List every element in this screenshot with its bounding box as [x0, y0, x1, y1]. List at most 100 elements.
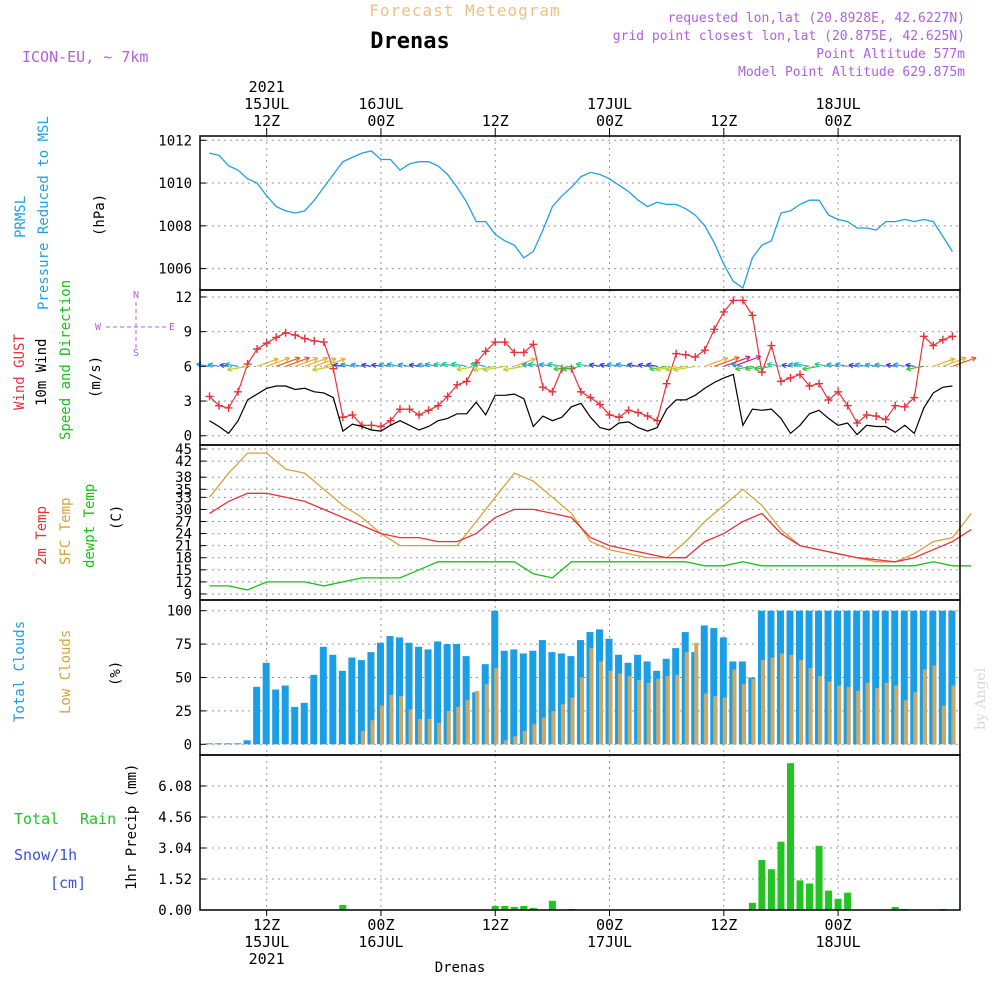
low-clouds-bar — [722, 697, 727, 745]
wind-arrow-head — [530, 357, 536, 363]
wind-arrow-head — [304, 356, 310, 362]
wind-arrow-head — [397, 362, 404, 368]
wind-arrow-head — [766, 361, 773, 368]
wind-arrow-head — [371, 362, 377, 369]
wind-gust-marker — [510, 348, 519, 357]
wind-arrow-head — [312, 356, 319, 363]
total-clouds-bar — [443, 644, 451, 745]
total-clouds-bar — [834, 610, 842, 745]
rain-bar — [510, 906, 518, 910]
wind-gust-marker — [881, 415, 890, 424]
low-clouds-bar — [379, 705, 384, 745]
wind-direction-arrow — [304, 357, 328, 367]
wind-direction-arrow — [473, 365, 496, 371]
wind-direction-arrow — [733, 355, 761, 367]
low-clouds-bar — [808, 668, 813, 745]
wind-direction-arrow — [451, 363, 467, 367]
wind-direction-arrow — [386, 363, 401, 367]
low-clouds-bar — [789, 654, 794, 745]
y-tick-label: 1006 — [158, 262, 192, 278]
wind-arrow-head — [722, 356, 729, 363]
wind-direction-arrow — [723, 356, 751, 367]
low-clouds-bar — [399, 696, 403, 745]
top-time-label: 00Z — [596, 112, 623, 130]
total-clouds-bar — [415, 646, 423, 745]
total-clouds-bar — [329, 654, 337, 745]
wind-arrow-head — [521, 362, 528, 368]
total-clouds-bar — [253, 686, 261, 745]
low-clouds-bar — [608, 670, 613, 745]
wind-gust-marker — [491, 338, 500, 347]
wind-direction-arrow — [781, 364, 791, 367]
wind-arrow-head — [835, 362, 841, 368]
rain-bar — [825, 890, 833, 910]
total-clouds-bar — [357, 660, 365, 745]
wind-arrow-head — [450, 361, 457, 368]
wind-direction-arrow — [456, 365, 477, 371]
wind-direction-arrow — [547, 363, 563, 367]
wind-arrow-head — [745, 355, 751, 361]
cm-unit-label: [cm] — [50, 874, 86, 892]
wind-arrow-head — [350, 362, 356, 368]
location-title: Drenas — [370, 29, 449, 54]
low-clouds-bar — [427, 718, 432, 745]
wind-arrow-head — [312, 366, 318, 373]
wind-direction-arrow — [886, 364, 896, 367]
panel-frame — [199, 444, 961, 601]
wind-direction-arrow — [802, 365, 820, 370]
y-tick-label: 6.08 — [158, 779, 192, 795]
wind-arrow-head — [802, 365, 808, 372]
wind-direction-arrow — [745, 365, 763, 370]
bottom-time-label: 12Z — [710, 916, 737, 934]
wind-gust-marker — [434, 401, 443, 410]
wind-gust-marker — [757, 368, 766, 377]
low-clouds-bar — [570, 697, 575, 745]
y-tick-label: 3.04 — [158, 841, 192, 857]
wind-direction-arrow — [553, 365, 572, 371]
total-clouds-bar — [272, 689, 280, 745]
wind-direction-arrow — [207, 363, 220, 367]
low-clouds-bar — [589, 648, 594, 745]
wind-gust-marker — [367, 421, 376, 430]
y-tick-label: 33 — [175, 490, 192, 506]
footer-location: Drenas — [435, 960, 486, 976]
wind-direction-arrow — [767, 363, 782, 367]
low-clouds-bar — [494, 668, 499, 745]
wind-gust-marker — [815, 379, 824, 388]
wind-arrow-head — [553, 365, 559, 372]
wind-arrow-head — [734, 356, 740, 362]
low-clouds-bar — [656, 678, 661, 745]
wind-gust-marker — [234, 387, 243, 396]
wind-arrow-head — [361, 362, 367, 369]
wind-arrow-head — [294, 356, 301, 362]
y-tick-label: 30 — [175, 502, 192, 518]
low-clouds-bar — [694, 642, 699, 745]
total-clouds-bar — [367, 652, 375, 745]
wind-direction-arrow — [933, 357, 955, 367]
wind-arrow-head — [655, 366, 662, 372]
wind-gust-marker — [691, 353, 700, 362]
low-clouds-bar — [741, 684, 746, 745]
wind-direction-arrow — [673, 365, 696, 371]
wind-arrow-head — [417, 362, 423, 368]
wind-direction-arrow — [754, 365, 772, 370]
wind-arrow-head — [864, 362, 871, 368]
low-clouds-bar — [903, 700, 908, 745]
top-time-label: 12Z — [710, 112, 737, 130]
wind-arrow-head — [386, 362, 392, 368]
wind-gust-marker — [386, 416, 395, 425]
wind-gust-marker — [424, 406, 433, 415]
wind-gust-marker — [681, 350, 690, 359]
y-tick-label: 38 — [175, 470, 192, 486]
wind-arrow-head — [646, 362, 652, 368]
rain-bar — [520, 905, 528, 910]
wind-arrow-head — [627, 362, 633, 368]
wind-gust-marker — [891, 401, 900, 410]
wind-direction-arrow — [704, 357, 728, 367]
wind-direction-arrow — [826, 363, 839, 367]
rain-bar — [529, 907, 537, 910]
wind-gust-marker — [443, 392, 452, 401]
wind-arrow-head — [482, 366, 489, 373]
wind-arrow-head — [441, 361, 447, 368]
wind-arrow-head — [731, 362, 737, 368]
